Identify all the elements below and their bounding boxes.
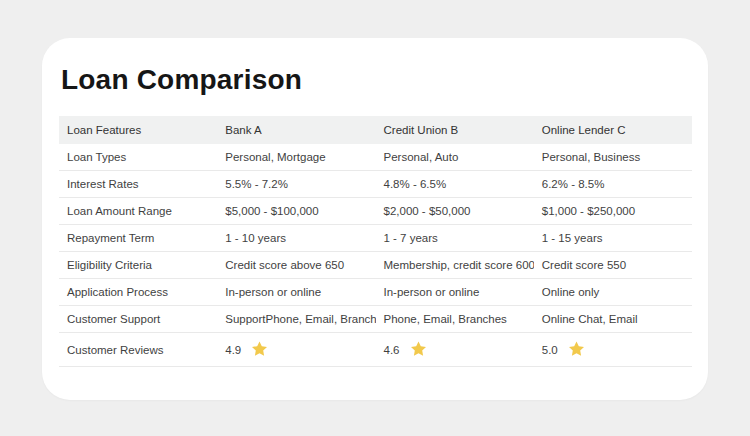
header-credit-union-b: Credit Union B: [376, 116, 534, 144]
table-header-row: Loan Features Bank A Credit Union B Onli…: [59, 116, 692, 144]
value-cell: 5.5% - 7.2%: [217, 171, 375, 198]
rating-value: 5.0: [542, 344, 558, 356]
page-title: Loan Comparison: [61, 64, 692, 96]
value-cell: 1 - 7 years: [376, 225, 534, 252]
rating-cell: 5.0: [534, 333, 692, 367]
table-row: Loan Amount Range $5,000 - $100,000 $2,0…: [59, 198, 692, 225]
value-cell: Membership, credit score 600: [376, 252, 534, 279]
table-row: Repayment Term 1 - 10 years 1 - 7 years …: [59, 225, 692, 252]
card-content: Loan Comparison Loan Features Bank A Cre…: [42, 38, 708, 367]
feature-cell: Application Process: [59, 279, 217, 306]
value-cell: $5,000 - $100,000: [217, 198, 375, 225]
star-icon: [568, 341, 585, 357]
star-icon: [410, 341, 427, 357]
table-row: Application Process In-person or online …: [59, 279, 692, 306]
feature-cell: Loan Types: [59, 144, 217, 171]
header-loan-features: Loan Features: [59, 116, 217, 144]
value-cell: Online only: [534, 279, 692, 306]
star-icon: [251, 341, 268, 357]
value-cell: 1 - 10 years: [217, 225, 375, 252]
rating-value: 4.6: [384, 344, 400, 356]
table-row: Eligibility Criteria Credit score above …: [59, 252, 692, 279]
value-cell: Credit score above 650: [217, 252, 375, 279]
table-row: Loan Types Personal, Mortgage Personal, …: [59, 144, 692, 171]
feature-cell: Loan Amount Range: [59, 198, 217, 225]
value-cell: 1 - 15 years: [534, 225, 692, 252]
loan-comparison-card: Loan Comparison Loan Features Bank A Cre…: [42, 38, 708, 400]
header-bank-a: Bank A: [217, 116, 375, 144]
value-cell: SupportPhone, Email, Branches: [217, 306, 375, 333]
value-cell: 4.8% - 6.5%: [376, 171, 534, 198]
rating-value: 4.9: [225, 344, 241, 356]
value-cell: $1,000 - $250,000: [534, 198, 692, 225]
header-online-lender-c: Online Lender C: [534, 116, 692, 144]
value-cell: Phone, Email, Branches: [376, 306, 534, 333]
value-cell: Personal, Auto: [376, 144, 534, 171]
table-row: Customer Support SupportPhone, Email, Br…: [59, 306, 692, 333]
value-cell: 6.2% - 8.5%: [534, 171, 692, 198]
value-cell: Personal, Business: [534, 144, 692, 171]
rating-cell: 4.9: [217, 333, 375, 367]
feature-cell: Customer Reviews: [59, 333, 217, 367]
value-cell: $2,000 - $50,000: [376, 198, 534, 225]
loan-comparison-table: Loan Features Bank A Credit Union B Onli…: [59, 116, 692, 367]
feature-cell: Eligibility Criteria: [59, 252, 217, 279]
value-cell: Credit score 550: [534, 252, 692, 279]
feature-cell: Interest Rates: [59, 171, 217, 198]
table-row: Interest Rates 5.5% - 7.2% 4.8% - 6.5% 6…: [59, 171, 692, 198]
customer-reviews-row: Customer Reviews 4.9 4.6 5.: [59, 333, 692, 367]
value-cell: Personal, Mortgage: [217, 144, 375, 171]
value-cell: In-person or online: [376, 279, 534, 306]
value-cell: Online Chat, Email: [534, 306, 692, 333]
feature-cell: Customer Support: [59, 306, 217, 333]
value-cell: In-person or online: [217, 279, 375, 306]
feature-cell: Repayment Term: [59, 225, 217, 252]
rating-cell: 4.6: [376, 333, 534, 367]
